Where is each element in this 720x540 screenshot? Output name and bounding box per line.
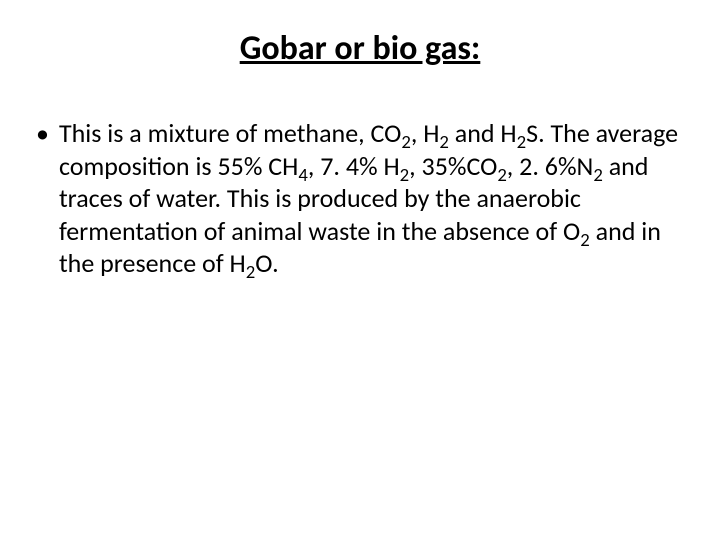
bullet-glyph: • [36, 117, 49, 150]
slide-title: Gobar or bio gas: [36, 28, 684, 69]
bullet-item: • This is a mixture of methane, CO2, H2 … [36, 117, 684, 280]
body-paragraph: This is a mixture of methane, CO2, H2 an… [59, 117, 684, 280]
